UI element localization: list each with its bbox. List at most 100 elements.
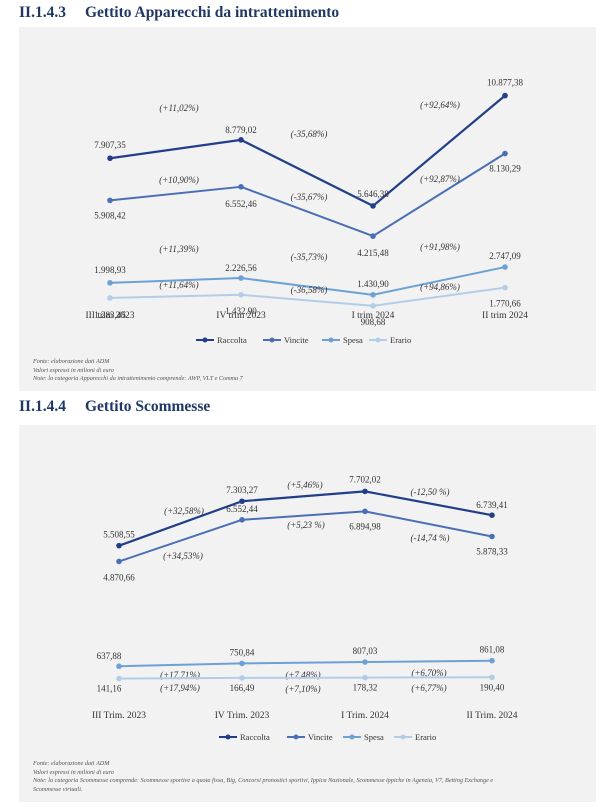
data-point-spesa: [502, 264, 508, 270]
section-number: II.1.4.3: [19, 4, 66, 21]
legend-marker-vincite: [269, 337, 275, 343]
data-point-spesa: [239, 660, 245, 667]
data-point-raccolta: [239, 498, 245, 505]
x-tick-label: IV Trim. 2023: [215, 711, 270, 721]
legend-label-spesa: Spesa: [343, 335, 363, 345]
x-tick-label: I Trim. 2024: [341, 711, 389, 721]
change-label-spesa: (+7,48%): [285, 670, 320, 680]
legend-marker-raccolta: [225, 734, 231, 740]
note-category: Note: la categoria Scommesse comprende: …: [33, 777, 494, 785]
note-category-cont: Scommesse virtuali.: [33, 785, 83, 793]
note-category: Note: la categoria Apparecchi da intratt…: [33, 375, 243, 383]
data-point-erario: [362, 674, 368, 681]
note-source: Fonte: elaborazione dati ADM: [33, 358, 110, 365]
x-tick-label: I trim 2024: [352, 311, 395, 321]
series-line-erario: [109, 286, 506, 307]
data-point-erario: [502, 284, 508, 291]
legend-label-raccolta: Raccolta: [217, 335, 247, 345]
data-point-raccolta: [107, 155, 113, 162]
data-point-erario: [238, 291, 244, 298]
change-label-spesa: (+91,98%): [420, 242, 460, 252]
series-line-raccolta: [118, 490, 493, 547]
data-label-erario: 190,40: [480, 682, 505, 692]
data-label-raccolta: 7.303,27: [226, 485, 258, 495]
change-label-erario: (+94,86%): [420, 282, 460, 292]
data-point-vincite: [362, 508, 368, 515]
change-label-spesa: (+11,39%): [159, 244, 198, 254]
legend-marker-vincite: [293, 734, 299, 740]
data-point-erario: [489, 674, 495, 681]
chart-panel-scommesse: III Trim. 2023 IV Trim. 2023 I Trim. 2024 I…: [19, 425, 596, 802]
change-label-raccolta: (-35,68%): [291, 129, 328, 139]
change-label-spesa: (+17,71%): [160, 670, 200, 680]
series-line-raccolta: [109, 94, 506, 208]
data-point-spesa: [370, 292, 376, 298]
series-line-vincite: [118, 510, 493, 563]
change-label-raccolta: (-12,50 %): [411, 487, 450, 497]
data-point-spesa: [362, 659, 368, 665]
change-label-vincite: (+5,23 %): [287, 520, 325, 530]
data-label-erario: 1.770,66: [489, 299, 521, 309]
x-tick-label: III Trim. 2023: [92, 711, 146, 721]
change-label-raccolta: (+11,02%): [159, 103, 198, 113]
x-tick-label: II Trim. 2024: [467, 711, 518, 721]
data-point-vincite: [502, 150, 508, 157]
change-label-vincite: (-14,74 %): [411, 533, 450, 543]
data-point-vincite: [116, 558, 122, 565]
section-title-text: Gettito Apparecchi da intrattenimento: [85, 4, 340, 21]
note-source: Fonte: elaborazione dati ADM: [33, 760, 110, 767]
change-label-raccolta: (+92,64%): [420, 100, 460, 110]
data-label-vincite: 4.215,48: [357, 248, 389, 258]
data-label-vincite: 5.878,33: [476, 547, 508, 557]
data-label-erario: 166,49: [230, 683, 255, 693]
change-label-vincite: (-35,67%): [291, 192, 328, 202]
legend-marker-erario: [375, 337, 381, 343]
chart-panel-apparecchi: III trim 2023 IV trim 2023 I trim 2024 II t…: [19, 27, 596, 391]
legend-marker-raccolta: [202, 337, 208, 343]
data-label-raccolta: 10.877,38: [487, 78, 524, 88]
data-label-raccolta: 6.739,41: [476, 500, 508, 510]
section-title-scommesse: II.1.4.4 Gettito Scommesse: [19, 398, 210, 416]
notes-apparecchi: Fonte: elaborazione dati ADM Valori espr…: [33, 358, 243, 384]
data-point-raccolta: [362, 488, 368, 495]
data-point-spesa: [107, 280, 113, 286]
data-point-raccolta: [238, 137, 244, 143]
data-point-raccolta: [370, 203, 376, 209]
change-label-erario: (-36,58%): [291, 285, 328, 295]
change-label-erario: (+11,64%): [159, 280, 198, 290]
data-label-vincite: 4.870,66: [103, 572, 135, 582]
data-label-raccolta: 5.508,55: [103, 530, 135, 540]
data-point-vincite: [489, 533, 495, 540]
notes-scommesse: Fonte: elaborazione dati ADM Valori espr…: [33, 760, 493, 794]
data-point-spesa: [116, 663, 122, 670]
data-label-erario: 141,16: [97, 684, 122, 694]
data-point-spesa: [489, 657, 495, 664]
x-tick-label: II trim 2024: [482, 311, 528, 321]
data-label-vincite: 5.908,42: [94, 210, 126, 220]
data-point-vincite: [107, 197, 113, 204]
legend-marker-spesa: [328, 337, 334, 343]
series-line-spesa: [109, 266, 506, 296]
legend-marker-erario: [400, 734, 406, 740]
legend-label-raccolta: Raccolta: [240, 732, 270, 742]
change-label-raccolta: (+5,46%): [287, 480, 322, 490]
section-title-apparecchi: II.1.4.3 Gettito Apparecchi da intratteni…: [19, 4, 339, 22]
data-point-vincite: [370, 233, 376, 239]
legend-label-spesa: Spesa: [364, 732, 384, 742]
data-point-erario: [370, 303, 376, 309]
note-units: Valori espressi in milioni di euro: [33, 366, 114, 374]
x-tick-label: IV trim 2023: [216, 311, 266, 321]
data-label-erario: 1.283,45: [94, 310, 126, 320]
data-point-erario: [107, 295, 113, 301]
data-point-raccolta: [502, 92, 508, 99]
data-label-vincite: 6.552,46: [225, 199, 257, 209]
data-point-erario: [239, 675, 245, 681]
data-label-erario: 178,32: [353, 683, 378, 693]
change-label-raccolta: (+32,58%): [164, 506, 204, 516]
data-label-raccolta: 7.907,35: [94, 140, 126, 150]
section-number: II.1.4.4: [19, 398, 66, 415]
data-label-spesa: 861,08: [480, 645, 505, 655]
data-point-vincite: [239, 517, 245, 523]
line-chart-scommesse: III Trim. 2023 IV Trim. 2023 I Trim. 2024 I…: [92, 474, 518, 742]
series-line-spesa: [118, 659, 493, 668]
